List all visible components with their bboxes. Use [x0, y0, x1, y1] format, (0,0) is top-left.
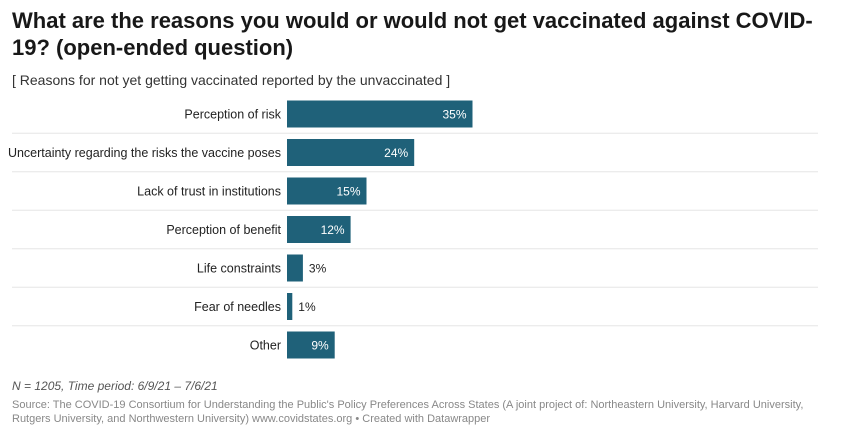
- category-label: Perception of risk: [184, 108, 281, 122]
- chart-title: What are the reasons you would or would …: [12, 8, 813, 60]
- category-label: Other: [250, 339, 281, 353]
- credit-text: Created with Datawrapper: [362, 413, 491, 425]
- bar: [287, 100, 473, 128]
- bar-chart: Perception of risk 35% Uncertainty regardi…: [8, 100, 818, 359]
- category-label: Uncertainty regarding the risks the vacc…: [8, 146, 281, 160]
- value-label: 15%: [336, 185, 360, 199]
- bar: [287, 293, 293, 320]
- value-label: 3%: [309, 262, 327, 276]
- bar: [287, 216, 351, 243]
- chart-footer: Source: The COVID-19 Consortium for Unde…: [12, 398, 838, 426]
- category-label: Perception of benefit: [166, 223, 281, 237]
- value-label: 1%: [298, 300, 316, 314]
- chart-notes: N = 1205, Time period: 6/9/21 – 7/6/21: [12, 379, 218, 393]
- bar: [287, 254, 303, 282]
- bar: [287, 139, 415, 166]
- value-label: 35%: [442, 108, 466, 122]
- category-label: Life constraints: [197, 262, 281, 276]
- value-label: 24%: [384, 146, 408, 160]
- chart-subtitle: [ Reasons for not yet getting vaccinated…: [12, 72, 451, 88]
- source-text: Source: The COVID-19 Consortium for Unde…: [12, 399, 804, 425]
- footer-separator: •: [352, 413, 363, 425]
- bar: [287, 177, 367, 205]
- value-label: 12%: [321, 223, 345, 237]
- value-label: 9%: [311, 339, 329, 353]
- bar: [287, 331, 335, 359]
- category-label: Lack of trust in institutions: [137, 185, 281, 199]
- category-label: Fear of needles: [194, 300, 281, 314]
